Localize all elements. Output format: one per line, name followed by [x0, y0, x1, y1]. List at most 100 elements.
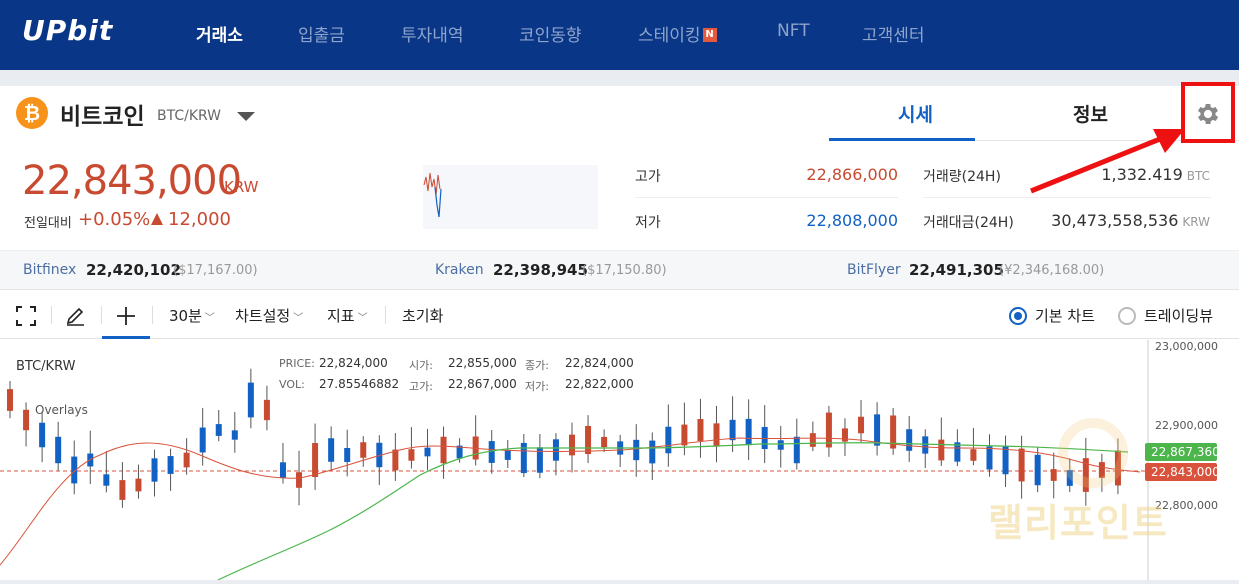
candle-body — [312, 443, 319, 477]
candle-body — [151, 458, 158, 482]
candle-body — [922, 436, 929, 454]
high-label: 고가 — [635, 169, 661, 185]
reset-button[interactable]: 초기화 — [402, 307, 444, 325]
low-label: 저가: — [525, 380, 549, 393]
coin-pair[interactable]: BTC/KRW — [157, 108, 222, 124]
candle-body — [71, 456, 78, 484]
tradingview-radio[interactable] — [1118, 307, 1136, 325]
candle-body — [55, 436, 62, 464]
candle-body — [1002, 445, 1009, 475]
candle-body — [649, 440, 656, 464]
amount-value: 30,473,558,536 KRW — [1020, 211, 1210, 230]
candle-body — [392, 449, 399, 471]
candle-body — [633, 439, 640, 461]
candle-body — [938, 439, 945, 461]
close-value: 22,824,000 — [565, 356, 634, 370]
crosshair-icon[interactable] — [115, 305, 137, 327]
chart-settings-dropdown[interactable]: 차트설정 ﹀ — [235, 305, 303, 326]
exchange-value: 22,420,102 — [86, 261, 181, 279]
nav-item-exchange[interactable]: 거래소 — [196, 26, 243, 46]
chart-canvas[interactable] — [0, 340, 1239, 581]
nav-item-deposit[interactable]: 입출금 — [298, 26, 345, 46]
candle-body — [825, 412, 832, 448]
candle-body — [793, 436, 800, 464]
nav-staking-label: 스테이킹 — [638, 26, 701, 46]
exchange-name: BitFlyer — [847, 262, 901, 278]
basic-chart-label[interactable]: 기본 차트 — [1035, 307, 1095, 325]
candle-body — [296, 472, 303, 488]
nav-item-investments[interactable]: 투자내역 — [401, 26, 464, 46]
high-label: 고가: — [409, 380, 433, 393]
candle-body — [681, 424, 688, 446]
amount-unit: KRW — [1182, 215, 1210, 229]
tab-divider — [829, 140, 1239, 141]
candle-body — [536, 447, 543, 473]
highlight-box — [1181, 82, 1235, 143]
ma-price-tag: 22,867,360 — [1145, 443, 1220, 461]
candle-body — [488, 441, 495, 463]
annotation-arrow-icon — [1030, 129, 1185, 194]
change-label: 전일대비 — [24, 216, 72, 231]
nav-item-staking[interactable]: 스테이킹 N — [638, 21, 717, 46]
high-value: 22,866,000 — [806, 165, 898, 184]
chevron-down-icon: ﹀ — [293, 313, 304, 324]
overlays-label[interactable]: Overlays — [35, 403, 88, 417]
tradingview-label[interactable]: 트레이딩뷰 — [1144, 307, 1214, 325]
change-amount: 12,000 — [168, 209, 231, 230]
candle-body — [119, 480, 126, 500]
candlestick-chart[interactable] — [0, 340, 1239, 581]
candle-body — [504, 450, 511, 460]
candle-body — [247, 382, 254, 418]
chart-settings-label: 차트설정 — [235, 307, 291, 325]
basic-chart-radio[interactable] — [1009, 307, 1027, 325]
fullscreen-icon[interactable] — [16, 306, 36, 326]
gear-icon[interactable] — [1194, 100, 1222, 128]
candle-body — [7, 389, 13, 411]
watermark-target-icon — [1058, 418, 1128, 488]
change-percent: +0.05% — [78, 209, 151, 230]
tab-info[interactable]: 정보 — [1073, 104, 1108, 126]
candle-body — [729, 419, 736, 441]
high-value: 22,867,000 — [448, 377, 517, 391]
candle-body — [167, 456, 174, 474]
candle-body — [424, 447, 431, 457]
indicators-dropdown[interactable]: 지표 ﹀ — [327, 305, 368, 326]
candle-body — [183, 452, 190, 468]
candle-body — [39, 422, 46, 448]
candle-body — [376, 442, 383, 468]
nav-item-support[interactable]: 고객센터 — [862, 26, 925, 46]
amount-label: 거래대금(24H) — [923, 215, 1014, 231]
current-price: 22,843,000 — [22, 158, 242, 204]
candle-body — [858, 416, 865, 434]
exchange-usd: ($17,150.80) — [582, 263, 667, 278]
candle-body — [520, 442, 527, 474]
exchange-name: Bitfinex — [23, 262, 77, 278]
exchange-name: Kraken — [435, 262, 484, 278]
candle-body — [809, 433, 816, 447]
candle-body — [552, 439, 559, 461]
candle-body — [440, 436, 447, 464]
candle-body — [1034, 454, 1041, 486]
candle-body — [103, 474, 110, 486]
nav-item-nft[interactable]: NFT — [777, 21, 810, 41]
low-value: 22,822,000 — [565, 377, 634, 391]
coin-name[interactable]: 비트코인 — [60, 104, 145, 130]
toolbar-divider — [385, 306, 386, 324]
interval-dropdown[interactable]: 30분 ﹀ — [169, 305, 215, 326]
nav-item-coin-trends[interactable]: 코인동향 — [519, 26, 582, 46]
candle-body — [906, 429, 913, 451]
low-value: 22,808,000 — [806, 211, 898, 230]
axis-tick: 22,800,000 — [1155, 499, 1218, 512]
open-label: 시가: — [409, 359, 433, 372]
price-unit: KRW — [224, 178, 259, 196]
upbit-logo[interactable]: UPbit — [22, 14, 114, 47]
exchange-price-bar — [0, 250, 1239, 290]
toolbar-divider — [152, 306, 153, 324]
caret-down-icon[interactable] — [237, 112, 255, 121]
stats-divider — [923, 197, 1211, 198]
pencil-icon[interactable] — [64, 305, 86, 327]
chevron-down-icon: ﹀ — [357, 313, 368, 324]
tab-price[interactable]: 시세 — [898, 104, 933, 126]
candle-body — [970, 449, 977, 461]
candle-body — [874, 414, 881, 446]
